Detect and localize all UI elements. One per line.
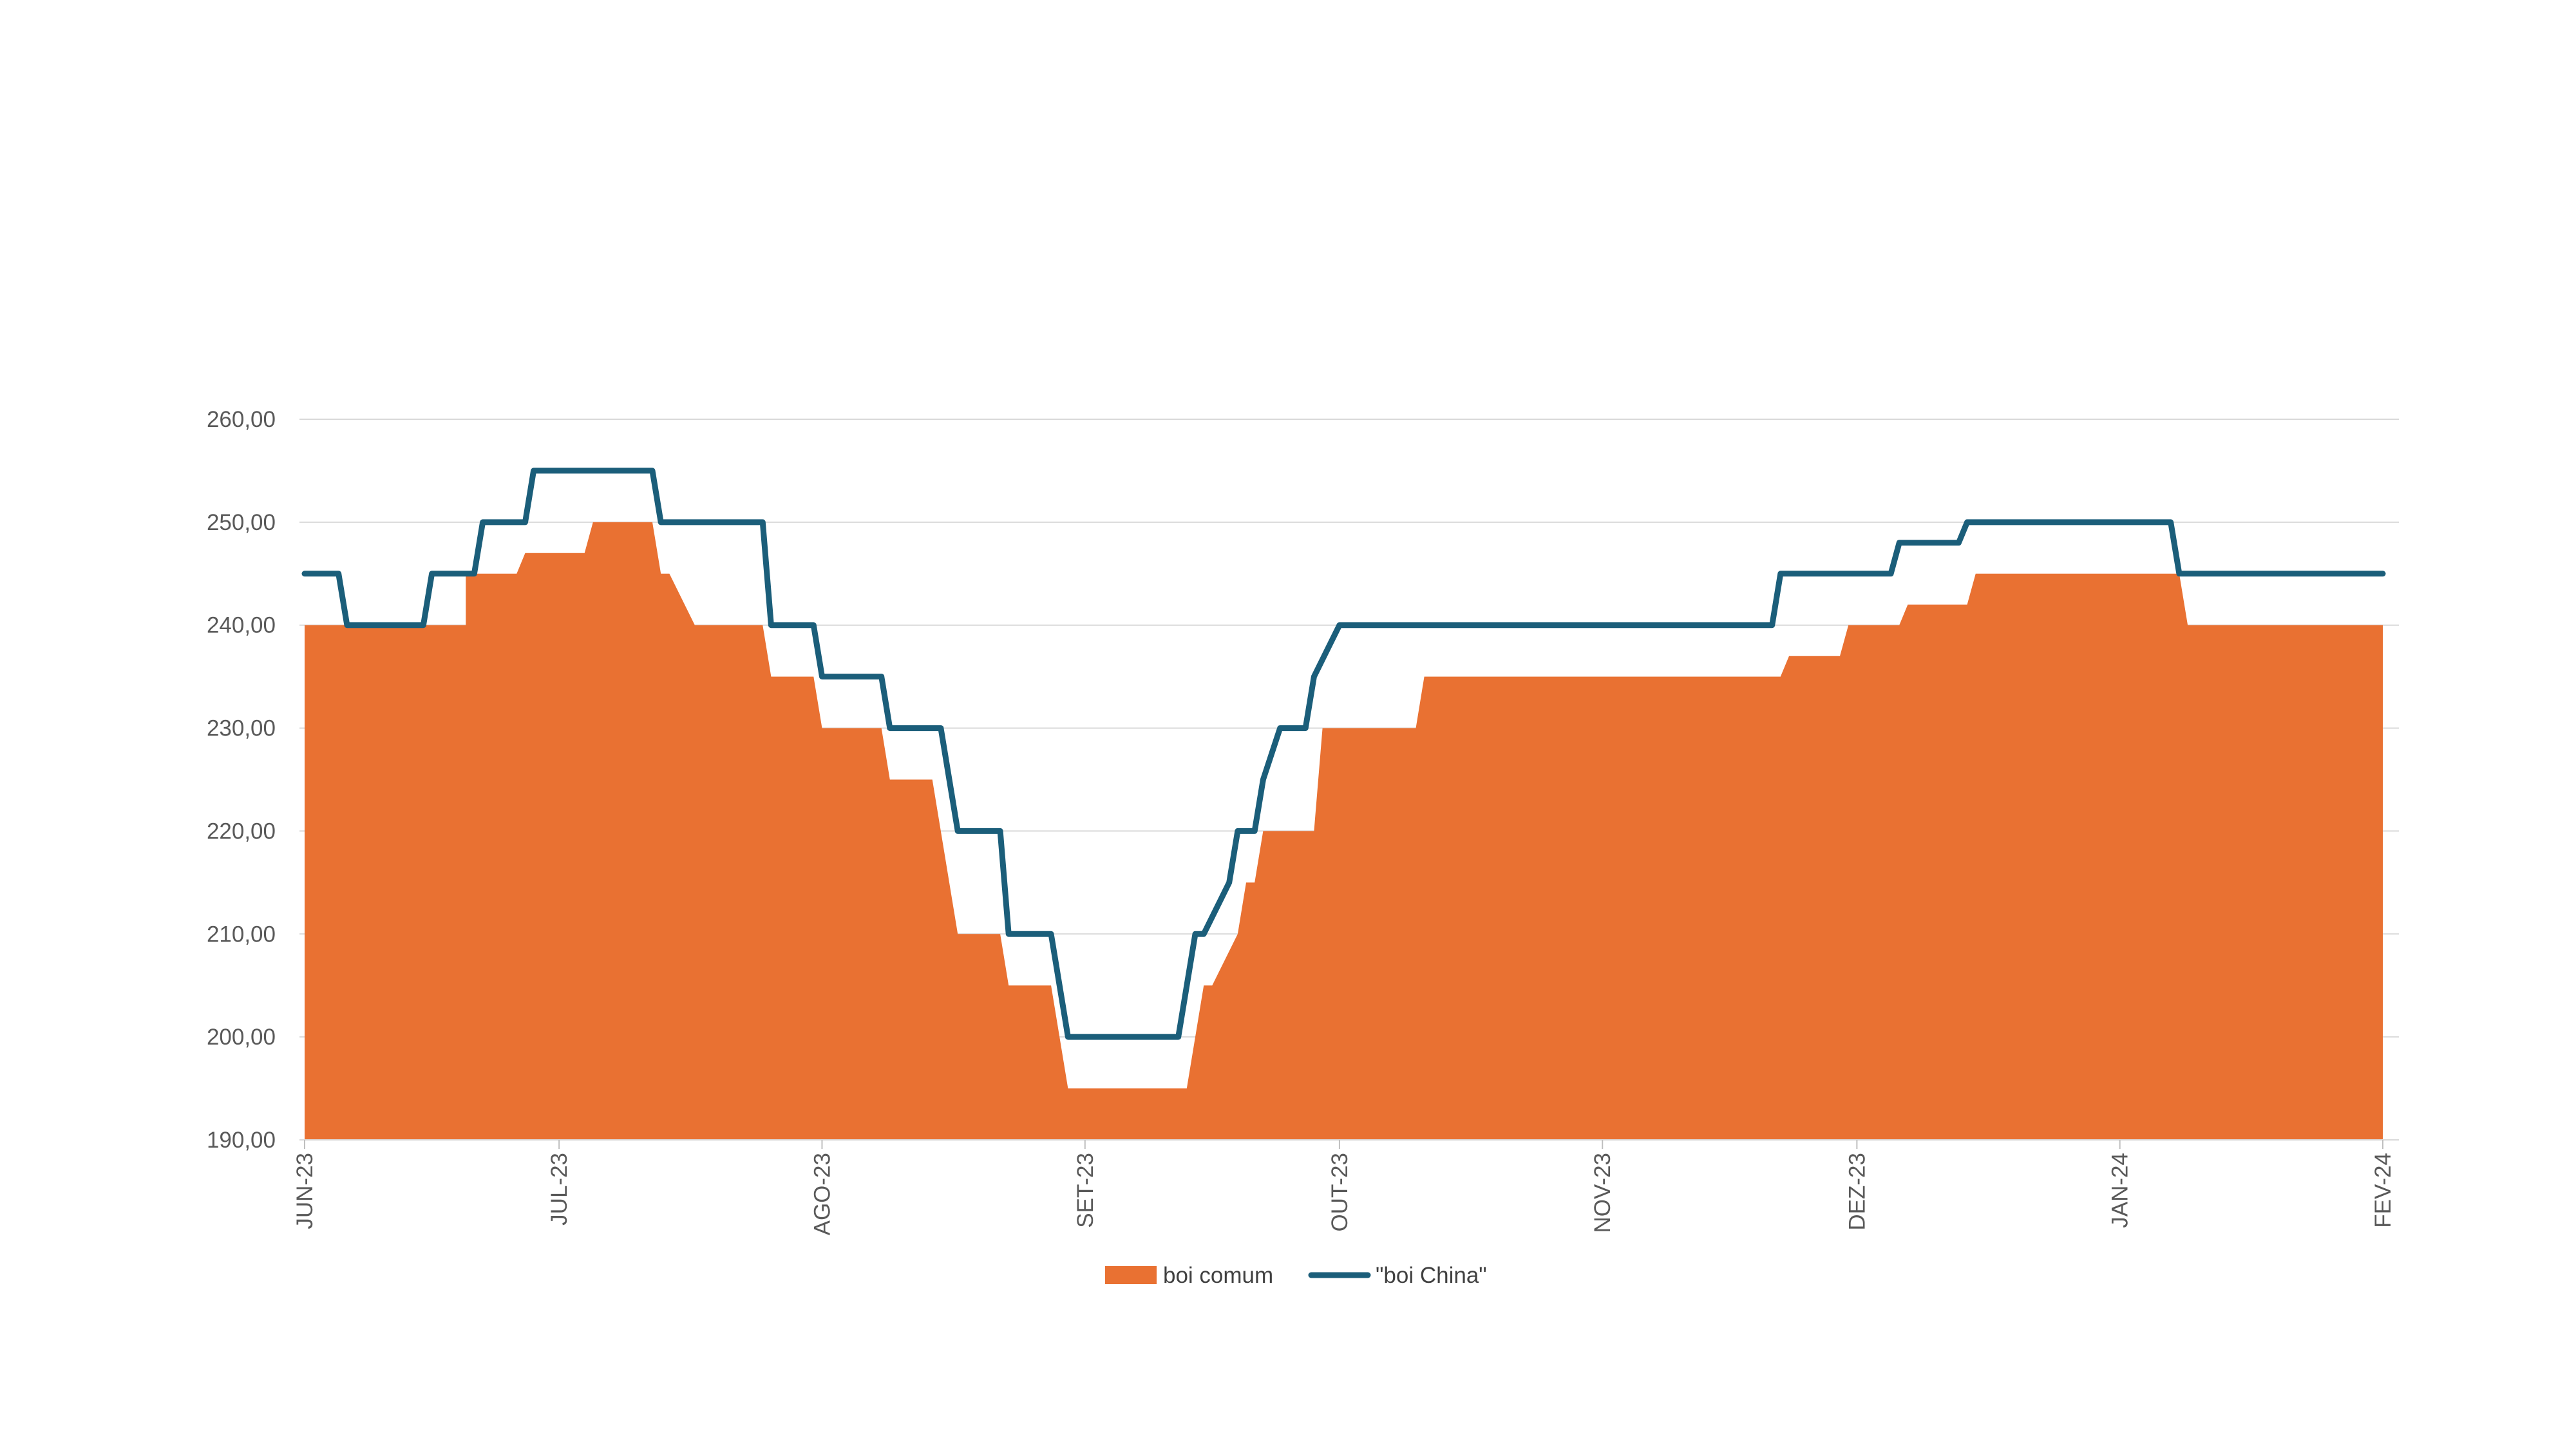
x-tick-label: OUT-23 <box>1327 1153 1352 1232</box>
x-tick-label: NOV-23 <box>1590 1153 1615 1233</box>
legend-swatch-boi-comum <box>1105 1266 1157 1284</box>
legend-label-boi-comum: boi comum <box>1163 1263 1273 1288</box>
area-series-boi-comum <box>305 522 2383 1140</box>
x-tick-label: JUL-23 <box>547 1153 572 1226</box>
y-tick-label: 200,00 <box>207 1025 276 1050</box>
y-axis-tick-labels: 190,00 200,00 210,00 220,00 230,00 240,00 250,… <box>207 407 276 1153</box>
x-tick-label: JAN-24 <box>2108 1153 2133 1228</box>
y-tick-label: 210,00 <box>207 922 276 947</box>
y-tick-label: 220,00 <box>207 819 276 844</box>
legend-label-boi-china: "boi China" <box>1376 1263 1487 1288</box>
legend: boi comum "boi China" <box>1105 1263 1487 1288</box>
x-axis-tick-labels: JUN-23 JUL-23 AGO-23 SET-23 OUT-23 NOV-23 DEZ-… <box>292 1153 2396 1235</box>
x-tick-label: AGO-23 <box>810 1153 835 1235</box>
y-tick-label: 250,00 <box>207 510 276 535</box>
y-tick-label: 240,00 <box>207 613 276 638</box>
y-tick-label: 230,00 <box>207 716 276 741</box>
area-series-layer <box>305 522 2383 1140</box>
y-tick-label: 260,00 <box>207 407 276 432</box>
y-tick-label: 190,00 <box>207 1128 276 1153</box>
line-series-boi-china <box>301 468 2386 1040</box>
line-series-layer <box>301 468 2386 1040</box>
x-tick-label: DEZ-23 <box>1844 1153 1870 1231</box>
x-tick-label: SET-23 <box>1073 1153 1098 1228</box>
x-axis <box>299 1139 2399 1149</box>
x-tick-label: JUN-23 <box>292 1153 317 1229</box>
x-tick-label: FEV-24 <box>2371 1153 2396 1228</box>
